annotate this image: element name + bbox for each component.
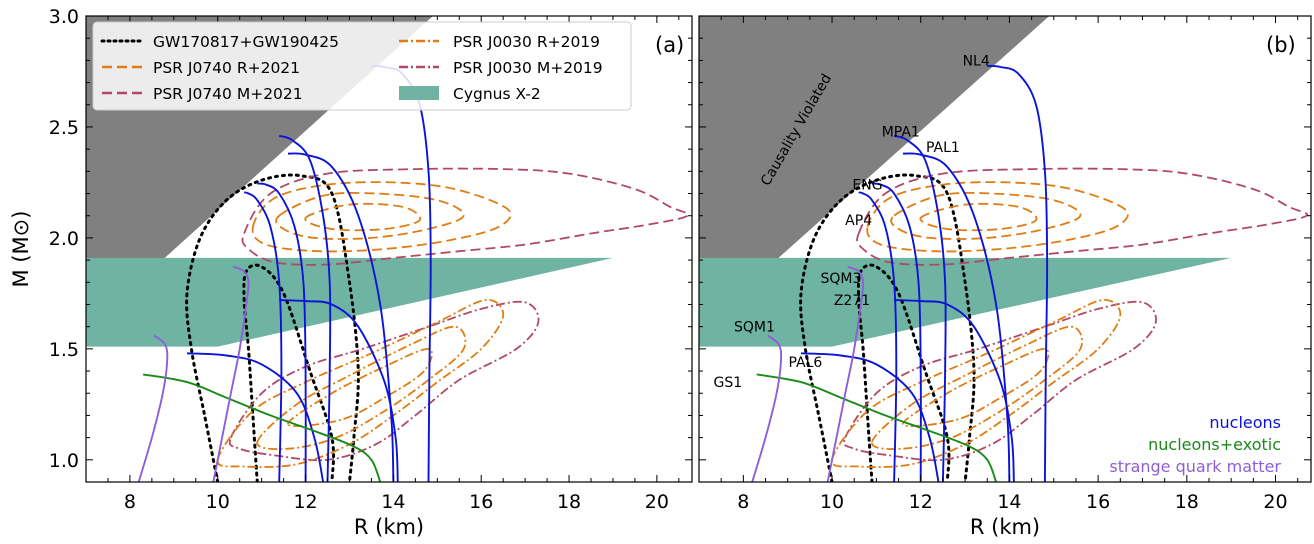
eos-curve-sqm3 xyxy=(212,265,250,482)
causality-region xyxy=(699,16,1050,329)
y-tick-label: 2.0 xyxy=(49,228,79,250)
eos-curve-mpa1 xyxy=(893,134,947,482)
plot-frame-b xyxy=(698,15,1312,483)
category-strange-quark-matter: strange quark matter xyxy=(1109,457,1281,476)
eos-curve-eng xyxy=(257,182,307,482)
eos-label-gs1: GS1 xyxy=(713,375,742,391)
legend-label-cygnus: Cygnus X-2 xyxy=(453,85,541,103)
x-axis-label-b: R (km) xyxy=(970,515,1040,539)
y-tick-label: 1.0 xyxy=(49,450,79,472)
eos-curve-pal6 xyxy=(800,352,940,482)
legend: GW170817+GW190425 PSR J0740 R+2021 PSR J… xyxy=(92,21,632,111)
eos-label-nl4: NL4 xyxy=(963,53,990,69)
eos-curve-gs1 xyxy=(142,373,382,482)
eos-label-z271: Z271 xyxy=(834,293,870,309)
legend-label-j0030-miller: PSR J0030 M+2019 xyxy=(453,59,603,77)
eos-curve-gs1 xyxy=(756,373,997,482)
eos-curve-sqm1 xyxy=(137,334,169,482)
contour-miller-6 xyxy=(843,300,1157,462)
contour-riley-8 xyxy=(256,325,467,450)
x-tick-label: 14 xyxy=(997,491,1021,513)
contour-riley-7 xyxy=(216,299,505,468)
eos-curve-z271 xyxy=(894,299,1015,482)
y-tick-label: 2.5 xyxy=(49,117,79,139)
x-tick-label: 16 xyxy=(469,491,493,513)
contour-riley-3 xyxy=(251,181,512,253)
x-tick-label: 14 xyxy=(381,491,405,513)
contour-riley-9 xyxy=(902,348,1050,427)
eos-curve-eng xyxy=(871,182,922,482)
contour-miller-6 xyxy=(228,300,540,462)
contour-riley-7 xyxy=(831,299,1122,468)
x-tick-label: 20 xyxy=(645,491,669,513)
legend-label-gw: GW170817+GW190425 xyxy=(153,33,339,51)
contour-miller-2 xyxy=(241,167,690,266)
x-tick-label: 16 xyxy=(1086,491,1110,513)
x-axis-b: 8 10 12 14 16 18 20 xyxy=(698,16,1299,513)
x-axis-a: 8 10 12 14 16 18 20 xyxy=(85,16,680,513)
legend-label-j0740-miller: PSR J0740 M+2021 xyxy=(153,85,303,103)
x-tick-label: 12 xyxy=(909,491,933,513)
contour-riley-5 xyxy=(304,202,422,232)
contour-riley-3 xyxy=(866,181,1129,253)
contour-riley-8 xyxy=(871,325,1084,450)
plot-area-b xyxy=(699,16,1309,482)
eos-curve-mpa1 xyxy=(278,134,332,482)
x-tick-label: 10 xyxy=(820,491,844,513)
category-nucleons: nucleons xyxy=(1209,413,1281,432)
category-nucleons-exotic: nucleons+exotic xyxy=(1148,435,1281,454)
eos-curve-pal1 xyxy=(287,152,395,482)
x-tick-label: 10 xyxy=(206,491,230,513)
plot-frame-a xyxy=(85,15,693,483)
contour-riley-9 xyxy=(287,348,433,427)
contour-riley-4 xyxy=(890,192,1082,240)
x-tick-label: 12 xyxy=(293,491,317,513)
eos-label-sqm3: SQM3 xyxy=(820,271,861,287)
y-axis-label: M (M⊙) xyxy=(9,211,33,288)
eos-curve-nl4 xyxy=(987,64,1049,482)
eos-curve-sqm1 xyxy=(751,334,783,482)
eos-label-sqm1: SQM1 xyxy=(734,320,775,336)
eos-curve-pal1 xyxy=(902,152,1011,482)
legend-label-j0030-riley: PSR J0030 R+2019 xyxy=(453,33,600,51)
eos-curve-z271 xyxy=(279,299,399,482)
y-axis-b xyxy=(699,15,1311,483)
legend-label-j0740-riley: PSR J0740 R+2021 xyxy=(153,59,300,77)
panel-label-b: (b) xyxy=(1266,33,1296,57)
legend-frame xyxy=(92,21,632,111)
contour-gw-0 xyxy=(242,263,336,482)
cygnus-x2-band xyxy=(86,257,613,347)
x-tick-label: 8 xyxy=(737,491,749,513)
eos-curve-pal6 xyxy=(186,352,325,482)
x-tick-label: 18 xyxy=(557,491,581,513)
y-tick-label: 1.5 xyxy=(49,339,79,361)
eos-curve-ap4 xyxy=(858,191,898,482)
eos-label-pal1: PAL1 xyxy=(926,140,960,156)
eos-label-eng: ENG xyxy=(852,178,882,194)
cygnus-x2-band xyxy=(699,257,1232,347)
x-tick-label: 8 xyxy=(124,491,136,513)
eos-labels: NL4 MPA1 PAL1 ENG AP4 SQM3 Z271 SQM1 PAL6 GS1 xyxy=(713,53,989,391)
contour-riley-4 xyxy=(275,192,465,240)
panel-label-a: (a) xyxy=(655,33,684,57)
legend-key-cygnus xyxy=(399,86,439,100)
eos-curve-ap4 xyxy=(243,191,283,482)
contour-miller-2 xyxy=(856,167,1309,266)
contour-riley-5 xyxy=(919,202,1038,232)
x-axis-label-a: R (km) xyxy=(354,515,424,539)
eos-label-mpa1: MPA1 xyxy=(882,124,920,140)
panel-b: 8 10 12 14 16 18 20 xyxy=(698,15,1312,513)
x-tick-label: 20 xyxy=(1263,491,1287,513)
eos-label-ap4: AP4 xyxy=(845,213,872,229)
y-tick-label: 3.0 xyxy=(49,6,79,28)
y-axis-a: 1.0 1.5 2.0 2.5 3.0 xyxy=(49,6,692,483)
eos-label-pal6: PAL6 xyxy=(789,355,823,371)
x-tick-label: 18 xyxy=(1175,491,1199,513)
eos-curve-sqm3 xyxy=(826,265,865,482)
